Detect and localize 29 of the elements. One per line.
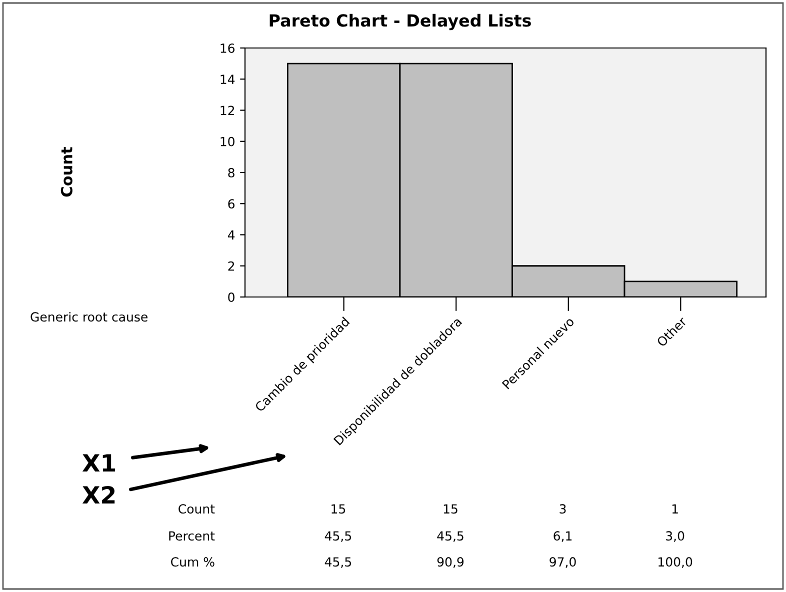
text: Generic root cause xyxy=(30,312,148,322)
y-tick-label: 2 xyxy=(228,261,234,271)
text: Count xyxy=(60,146,72,197)
text: 100,0 xyxy=(658,557,692,568)
y-tick-label: 4 xyxy=(228,230,235,240)
text: 3 xyxy=(560,504,566,514)
text: Percent xyxy=(169,531,215,541)
text: 45,5 xyxy=(437,531,464,542)
y-tick-label: 8 xyxy=(228,168,234,178)
text: 6,1 xyxy=(554,531,572,542)
text: 45,5 xyxy=(324,557,352,568)
y-tick-label: 14 xyxy=(220,74,235,84)
text: 97,0 xyxy=(550,557,576,568)
text: 45,5 xyxy=(324,531,352,542)
text: X1 xyxy=(82,454,116,472)
text: 3,0 xyxy=(666,531,684,542)
text: 15 xyxy=(332,504,346,514)
y-tick-label: 6 xyxy=(228,199,234,209)
text: 90,9 xyxy=(437,557,464,568)
y-tick-label: 12 xyxy=(220,106,234,115)
y-tick-label: 0 xyxy=(228,292,234,302)
text: X2 xyxy=(82,486,115,504)
text: Cum % xyxy=(171,557,214,567)
text: Count xyxy=(178,504,215,514)
chart-title: Pareto Chart - Delayed Lists xyxy=(270,14,531,30)
y-tick-label: 16 xyxy=(220,43,234,53)
text: 15 xyxy=(444,504,458,514)
text: 1 xyxy=(672,504,678,514)
y-tick-label: 10 xyxy=(220,136,234,146)
